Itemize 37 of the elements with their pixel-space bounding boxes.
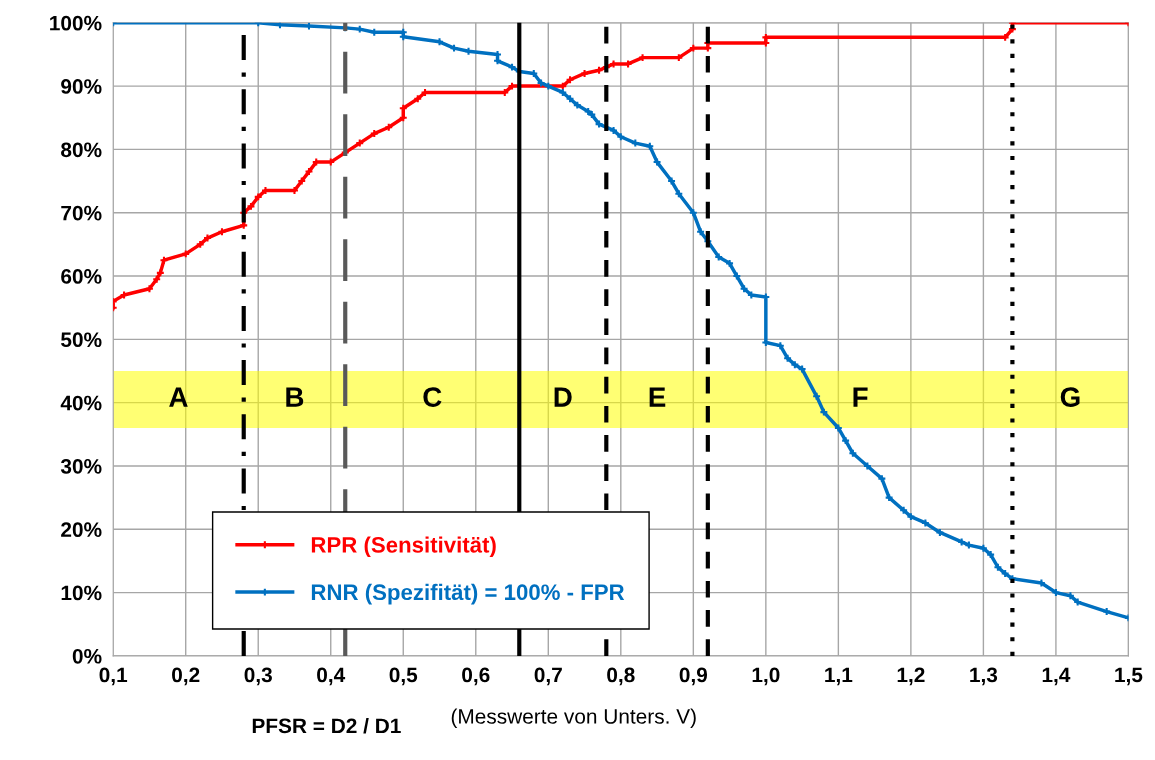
legend-label: RNR (Spezifität) = 100% - FPR (311, 583, 625, 605)
x-tick-label: 1,1 (825, 667, 853, 686)
annotation: D (554, 387, 572, 407)
y-tick-label: 100% (50, 15, 102, 31)
y-tick-label: 70% (61, 205, 102, 221)
x-tick-label: 0,2 (172, 667, 200, 686)
x-tick-label: 1,4 (1042, 667, 1071, 686)
y-tick-label: 90% (61, 79, 102, 94)
annotation: B (286, 387, 304, 407)
y-tick-label: 50% (61, 332, 102, 348)
x-tick-label: 1,0 (752, 667, 780, 686)
y-tick-label: 10% (61, 585, 102, 601)
x-tick-label: 0,7 (534, 667, 562, 686)
x-tick-label: 0,6 (462, 667, 490, 686)
y-tick-label: 30% (60, 458, 102, 474)
y-tick-label: 80% (61, 142, 102, 158)
x-axis-title: PFSR = D2 / D1 (252, 717, 401, 734)
annotation: C (423, 387, 442, 407)
x-tick-label: 1,3 (970, 667, 998, 686)
x-tick-label: 0,3 (244, 667, 272, 686)
y-tick-label: 40% (60, 395, 102, 411)
annotation: E (649, 387, 666, 407)
y-tick-label: 0% (72, 648, 102, 664)
annotation: F (853, 387, 868, 407)
x-tick-label: 0,1 (99, 667, 128, 686)
legend-label: RPR (Sensitivität) (311, 536, 496, 558)
x-tick-label: 0,8 (607, 667, 635, 686)
x-tick-label: 0,5 (389, 667, 418, 686)
x-tick-label: 1,5 (1115, 667, 1143, 686)
x-tick-label: 1,2 (897, 667, 925, 686)
text: (Messwerte von Unters. V) (451, 708, 696, 728)
y-tick-label: 20% (61, 522, 102, 538)
annotation: G (1060, 387, 1080, 407)
y-tick-label: 60% (61, 269, 102, 284)
annotation: A (169, 387, 188, 407)
x-tick-label: 0,9 (679, 667, 708, 686)
x-tick-label: 0,4 (317, 667, 346, 686)
